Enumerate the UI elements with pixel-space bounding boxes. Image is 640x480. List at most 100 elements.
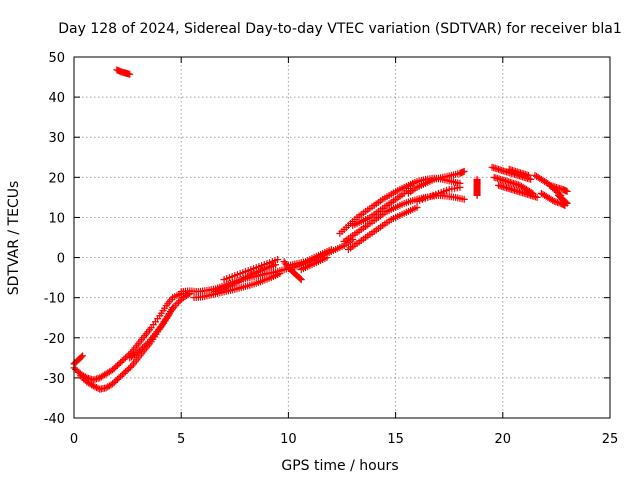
x-tick-labels: 0 5 10 15 20 25 — [70, 432, 618, 447]
data-point — [121, 368, 129, 376]
data-point — [413, 203, 421, 211]
data-point — [109, 380, 117, 388]
data-point — [473, 175, 481, 183]
x-axis-title: GPS time / hours — [281, 458, 398, 474]
y-tick-label: 0 — [57, 252, 65, 267]
data-point — [126, 70, 134, 78]
data-point — [112, 363, 120, 371]
data-point — [78, 373, 86, 381]
data-point — [135, 347, 143, 355]
series-arc-g — [190, 270, 284, 302]
x-tick-label: 20 — [495, 432, 512, 447]
series-arc-r — [413, 183, 464, 205]
data-point — [110, 378, 118, 386]
data-point — [563, 187, 571, 195]
x-tick-label: 25 — [602, 432, 619, 447]
data-point — [176, 297, 184, 305]
y-tick-labels: -40 -30 -20 -10 0 10 20 30 40 50 — [44, 51, 65, 427]
data-point — [73, 367, 81, 375]
data-point — [109, 366, 117, 374]
x-tick-label: 10 — [280, 432, 297, 447]
data-point — [93, 384, 101, 392]
data-points — [70, 66, 571, 393]
data-point — [527, 175, 535, 183]
data-point — [533, 193, 541, 201]
series-arc-k — [284, 246, 335, 270]
data-point — [110, 364, 118, 372]
x-tick-label: 0 — [70, 432, 78, 447]
data-point — [460, 167, 468, 175]
data-point — [117, 372, 125, 380]
data-point — [80, 375, 88, 383]
y-tick-label: -10 — [44, 292, 65, 307]
series-arc-v — [495, 181, 541, 201]
data-point — [143, 339, 151, 347]
data-point — [118, 357, 126, 365]
data-point — [78, 353, 86, 361]
data-point — [137, 345, 145, 353]
data-point — [76, 372, 84, 380]
data-point — [79, 352, 87, 360]
series-arc-e — [126, 304, 177, 362]
x-tick-label: 15 — [387, 432, 404, 447]
series-arc-p — [349, 179, 417, 229]
y-axis-title: SDTVAR / TECUs — [6, 181, 22, 296]
data-point — [113, 361, 121, 369]
data-point — [525, 171, 533, 179]
data-point — [115, 360, 123, 368]
series-arc-l — [297, 254, 331, 274]
data-point — [89, 382, 97, 390]
series-arc-z2 — [555, 191, 571, 207]
data-point — [72, 365, 80, 373]
data-point — [91, 383, 99, 391]
data-point — [276, 270, 284, 278]
data-point — [175, 298, 183, 306]
data-point — [139, 344, 147, 352]
series-arc-o — [344, 203, 421, 254]
y-tick-label: -30 — [44, 372, 65, 387]
data-point — [297, 276, 305, 284]
data-point — [562, 198, 570, 206]
y-tick-label: 50 — [48, 51, 65, 66]
series-arc-a — [113, 66, 134, 78]
series-arc-i — [220, 256, 282, 284]
y-tick-label: 40 — [48, 91, 65, 106]
data-point — [113, 375, 121, 383]
data-point — [126, 363, 134, 371]
data-point — [169, 304, 177, 312]
data-point — [409, 179, 417, 187]
y-tick-label: 20 — [48, 171, 65, 186]
data-point — [173, 300, 181, 308]
data-point — [125, 365, 133, 373]
data-point — [120, 355, 128, 363]
data-point — [142, 341, 150, 349]
data-point — [563, 199, 571, 207]
data-point — [140, 342, 148, 350]
data-point — [123, 366, 131, 374]
data-point — [323, 254, 331, 262]
data-point — [296, 275, 304, 283]
series-arc-q — [404, 167, 468, 197]
x-tick-label: 5 — [177, 432, 185, 447]
data-point — [274, 256, 282, 264]
data-point — [117, 358, 125, 366]
data-point — [327, 246, 335, 254]
y-tick-label: 10 — [48, 211, 65, 226]
series-arc-z — [546, 181, 571, 195]
y-tick-label: -20 — [44, 332, 65, 347]
data-point — [132, 350, 140, 358]
data-point — [112, 377, 120, 385]
plot-frame — [73, 56, 611, 419]
data-point — [460, 195, 468, 203]
data-point — [456, 183, 464, 191]
data-point — [118, 371, 126, 379]
data-point — [134, 348, 142, 356]
data-point — [120, 369, 128, 377]
series-arc-s — [473, 175, 481, 199]
data-point — [115, 374, 123, 382]
grid — [74, 57, 610, 418]
y-tick-label: -40 — [44, 412, 65, 427]
y-tick-label: 30 — [48, 131, 65, 146]
